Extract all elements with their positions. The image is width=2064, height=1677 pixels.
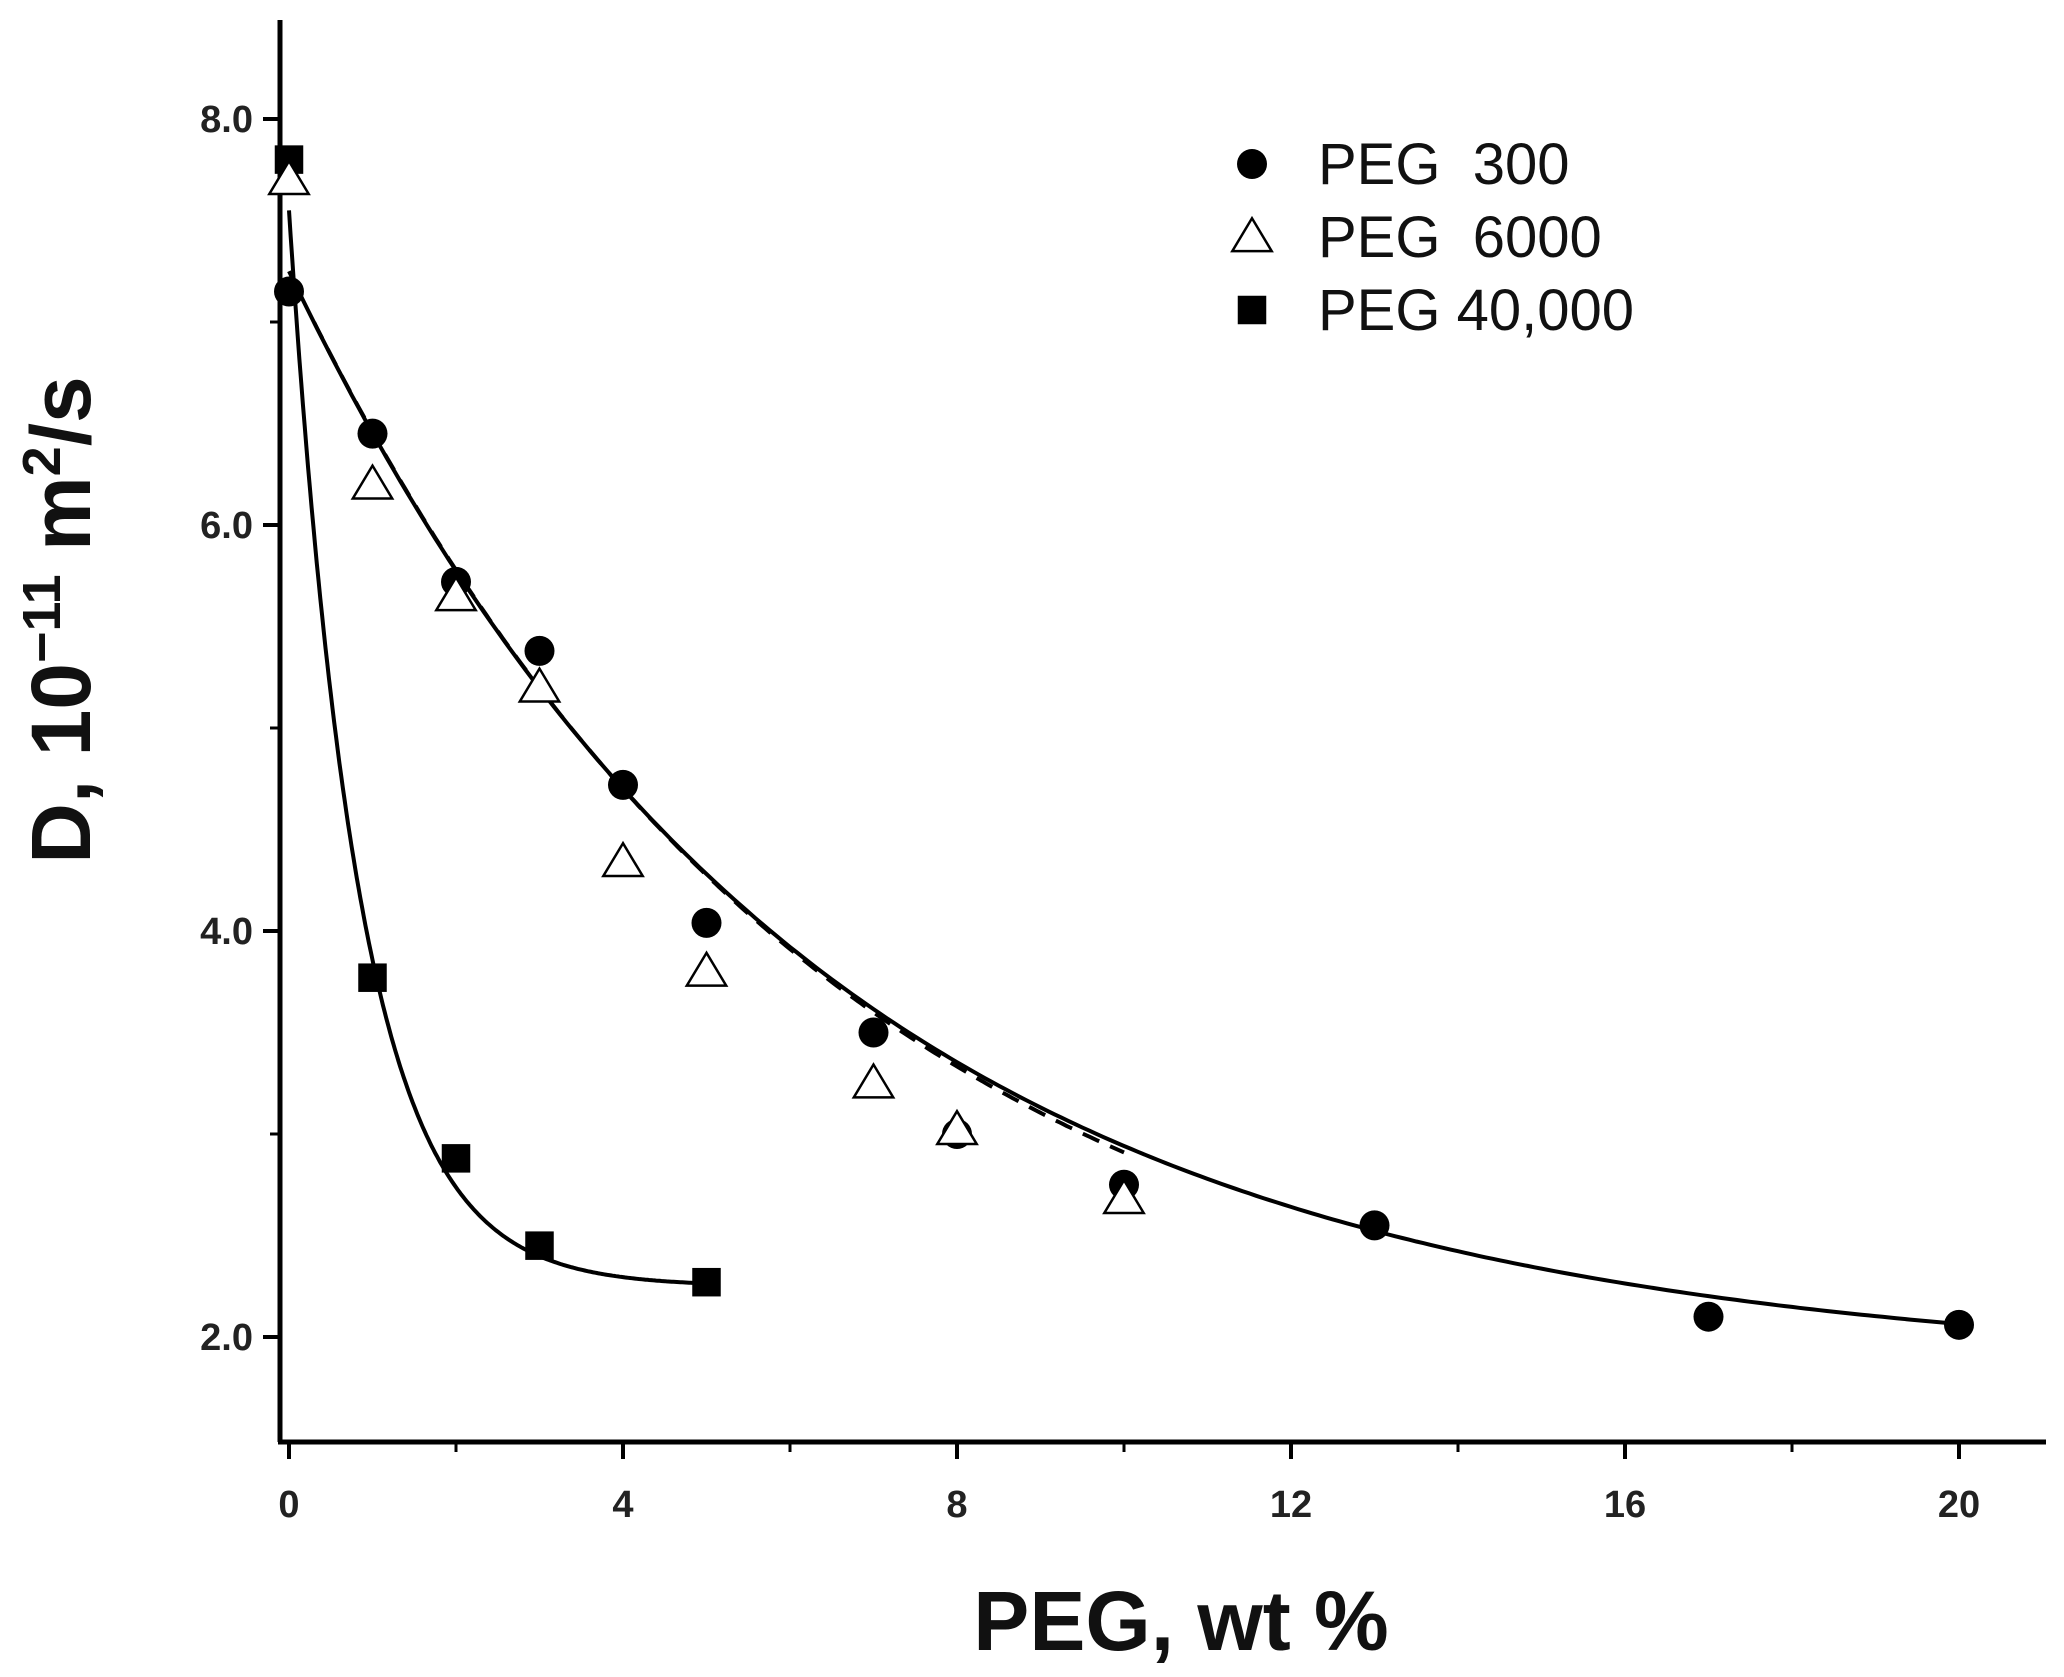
- data-point: [692, 1267, 721, 1297]
- y-tick-label: 4.0: [200, 911, 253, 953]
- x-tick-label: 12: [1270, 1484, 1312, 1526]
- legend: PEG 300 PEG 6000 PEG 40,000: [1230, 132, 1634, 343]
- data-point: [1359, 1210, 1390, 1241]
- y-tick-label: 6.0: [200, 505, 253, 547]
- fit-curve: [312, 321, 1125, 1155]
- data-point: [1693, 1301, 1724, 1332]
- y-axis-title-exponent2: 2: [12, 446, 72, 476]
- fit-curves: [287, 210, 1960, 1326]
- y-tick-label: 2.0: [200, 1317, 253, 1359]
- data-point: [441, 1144, 471, 1173]
- legend-marker: [1237, 295, 1267, 325]
- data-points: [267, 145, 1974, 1340]
- data-point: [517, 666, 562, 703]
- y-axis-title-exponent1: −11: [12, 574, 72, 663]
- x-axis-title: PEG, wt %: [973, 1574, 1388, 1668]
- data-point: [1102, 1177, 1146, 1215]
- data-point: [267, 158, 311, 196]
- data-point: [524, 635, 555, 666]
- legend-label: PEG 300: [1318, 132, 1569, 197]
- data-point: [525, 1231, 554, 1260]
- legend-marker: [1230, 215, 1274, 253]
- data-point: [350, 463, 395, 500]
- data-point: [851, 1062, 896, 1099]
- data-point: [1944, 1309, 1974, 1340]
- x-tick-label: 16: [1604, 1484, 1646, 1526]
- data-point: [684, 950, 729, 987]
- x-tick-label: 4: [612, 1484, 633, 1526]
- fit-curve: [287, 210, 707, 1286]
- data-point: [858, 1017, 889, 1048]
- x-tick-label: 20: [1938, 1484, 1980, 1526]
- legend-label: PEG 40,000: [1318, 278, 1634, 343]
- data-point: [274, 276, 304, 307]
- x-tick-label: 8: [946, 1484, 967, 1526]
- data-point: [691, 907, 722, 938]
- data-point: [434, 574, 478, 612]
- x-tick-label: 0: [278, 1484, 299, 1526]
- data-point: [608, 769, 638, 800]
- legend-label: PEG 6000: [1318, 205, 1602, 270]
- y-axis-title-unit: m: [14, 476, 108, 574]
- data-point: [358, 963, 387, 992]
- legend-marker: [1237, 149, 1267, 179]
- data-point: [935, 1108, 979, 1146]
- y-axis-title: D, 10−11 m2/s: [12, 376, 108, 864]
- data-point: [357, 418, 388, 449]
- fit-curve: [287, 270, 1960, 1326]
- axes: 0 4 8 12 16 20 2.0 4.0 6.0 8.0: [200, 20, 2046, 1526]
- y-tick-label: 8.0: [200, 99, 253, 141]
- y-axis-title-suffix: /s: [14, 376, 108, 446]
- data-point: [601, 840, 645, 878]
- y-axis-title-prefix: D, 10: [14, 663, 108, 864]
